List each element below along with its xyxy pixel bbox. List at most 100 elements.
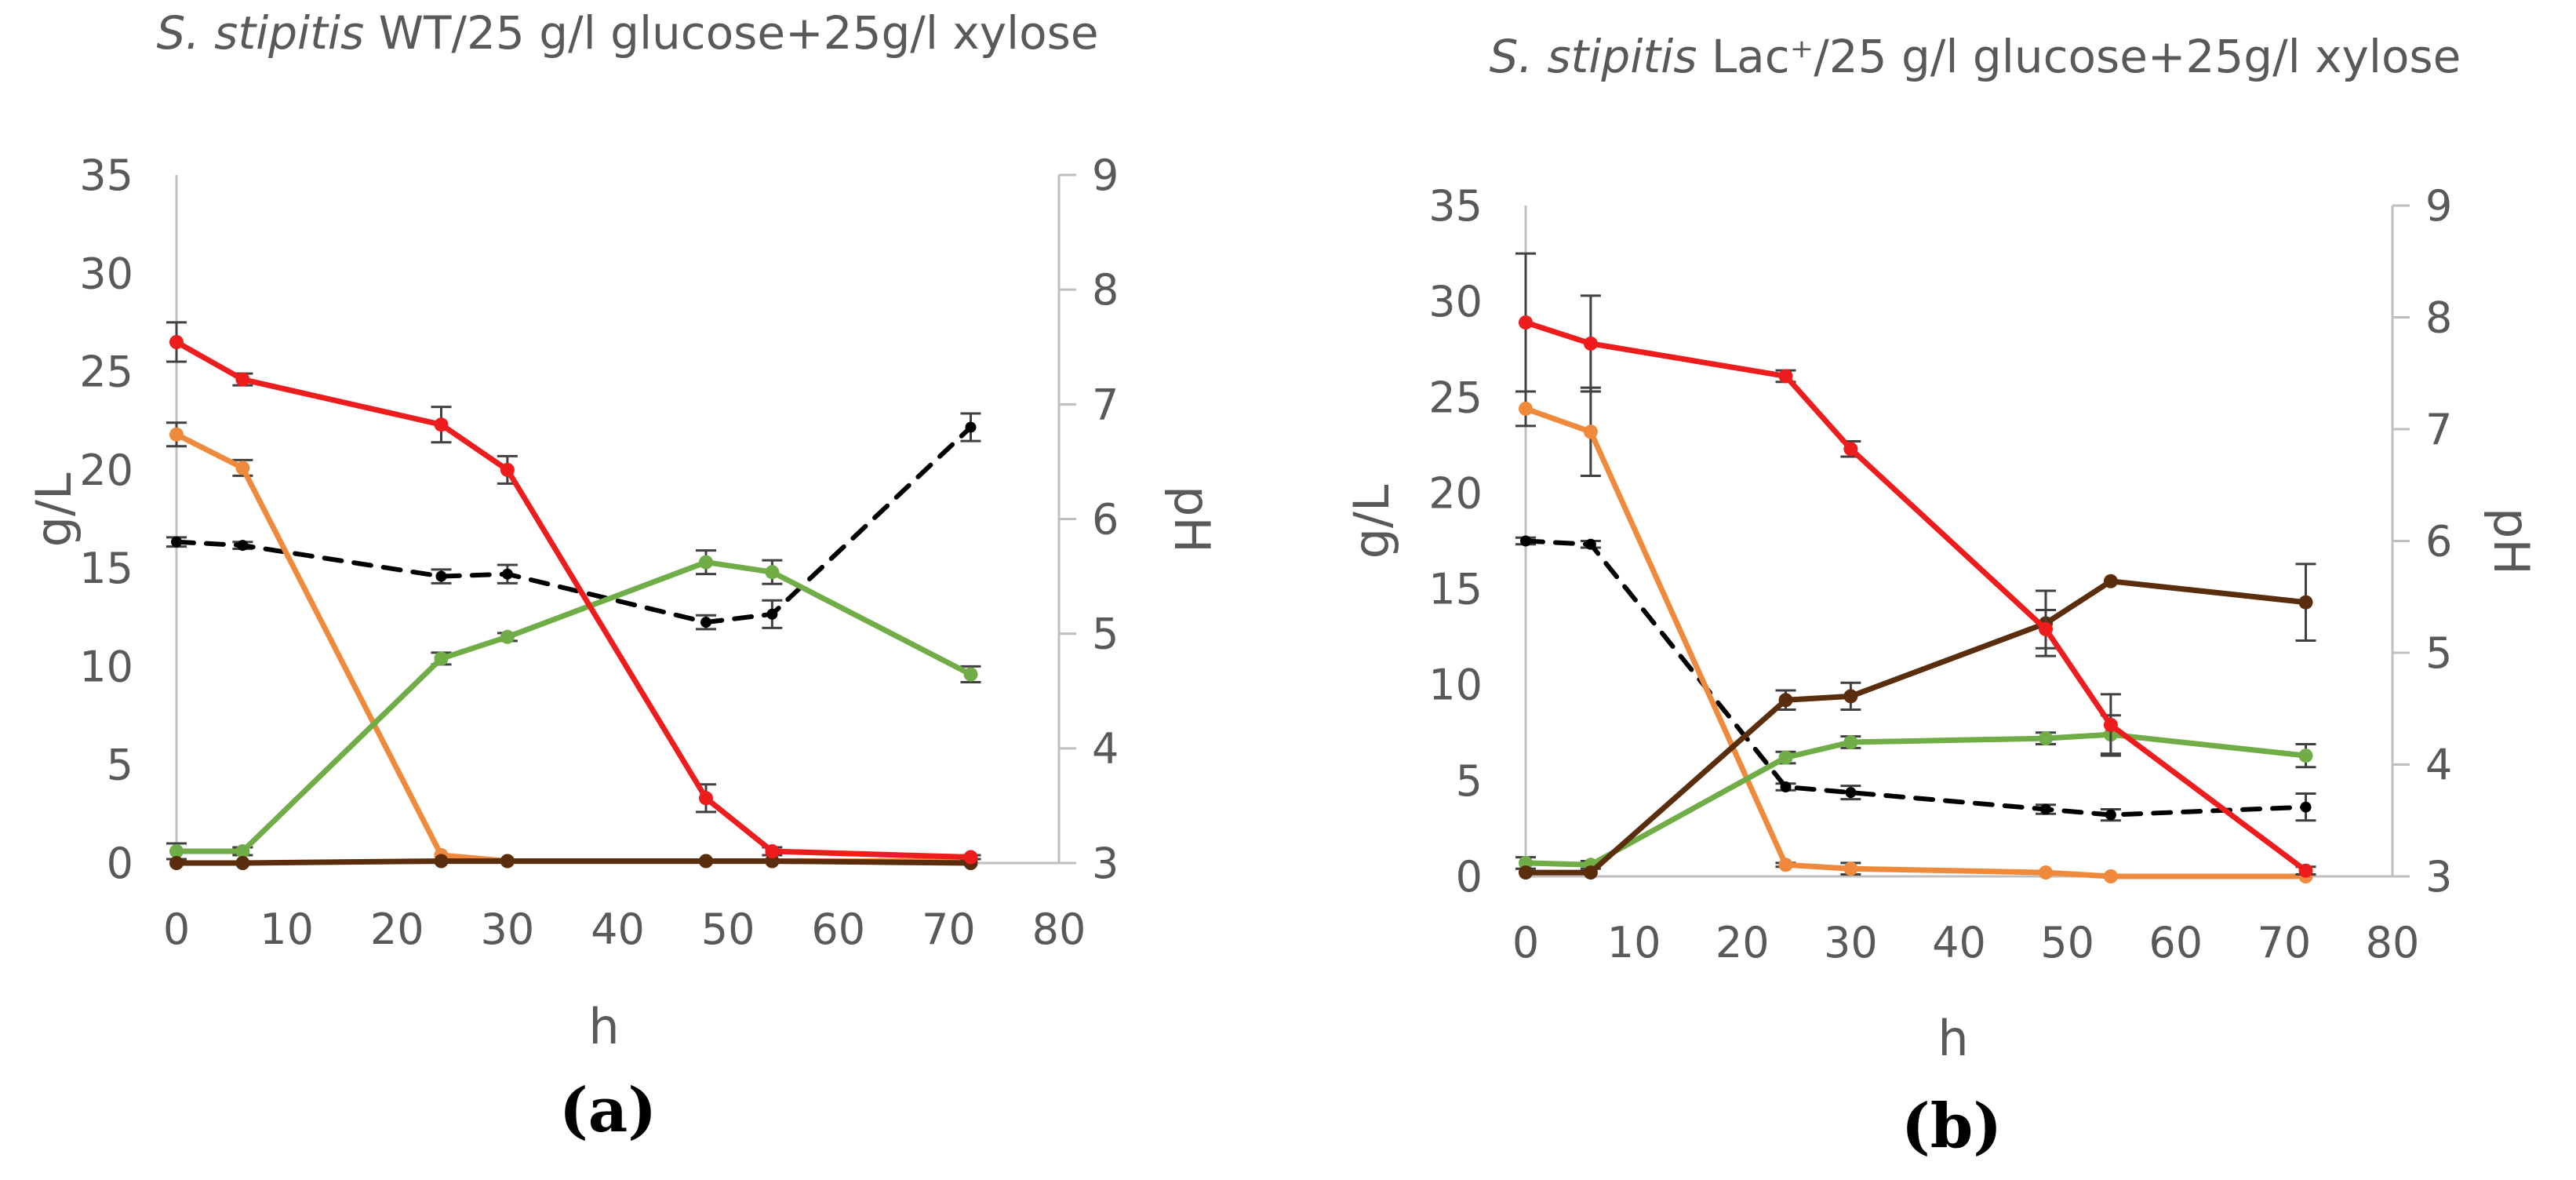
data-point-green-a [434,651,449,666]
panel-label-a: (a) [559,1075,657,1146]
y-tick-label-b: 15 [1428,565,1483,614]
data-point-red-a [434,417,449,432]
y2-axis-label-b: pH [2483,508,2540,575]
y2-tick-label-a: 8 [1092,265,1119,315]
y2-tick-label-b: 6 [2425,517,2452,566]
data-point-pH-a [171,536,182,548]
tick-labels-a: 0 5 10 15 20 25 30 35 3 4 5 6 7 8 9 0 10 20 30 40 50 60 70 80 [79,151,1119,954]
data-point-pH-a [501,568,513,580]
data-point-pH-a [766,608,778,620]
data-point-green-a [235,844,250,858]
series-line-brown-a [173,858,973,866]
y-tick-label-b: 10 [1428,661,1483,710]
y-tick-label-a: 35 [79,151,133,200]
data-point-red-a [699,791,713,806]
data-point-green-b [1843,735,1858,749]
x-tick-label-b: 30 [1824,918,1878,967]
x-tick-label-b: 80 [2366,918,2420,967]
data-point-pH-b [2300,801,2312,813]
chart-title-condition-b: Lac⁺/25 g/l glucose+25g/l xylose [1697,30,2461,83]
y2-tick-label-a: 7 [1092,380,1119,429]
x-tick-label-b: 10 [1607,918,1661,967]
x-tick-label-a: 80 [1032,905,1086,954]
y2-tick-label-a: 6 [1092,495,1119,544]
data-point-orange-b [2103,869,2118,883]
data-point-green-b [2039,731,2053,746]
data-point-brown-a [765,854,780,869]
y2-tick-label-b: 7 [2425,405,2452,454]
x-axis-label-a: h [588,998,619,1055]
data-point-orange-a [169,427,184,442]
data-point-red-b [1583,336,1598,351]
y2-axis-label-a: pH [1163,486,1221,553]
y-tick-label-b: 25 [1428,373,1483,422]
chart-panel-b: S. stipitis Lac⁺/25 g/l glucose+25g/l xy… [1343,30,2540,1162]
data-point-pH-b [1520,535,1531,547]
data-point-green-b [1778,750,1793,765]
data-point-red-a [765,844,780,858]
data-point-green-a [963,667,978,682]
chart-panel-a: S. stipitis WT/25 g/l glucose+25g/l xylo… [25,6,1221,1146]
x-tick-label-a: 50 [701,905,755,954]
x-tick-label-a: 20 [370,905,424,954]
data-point-orange-b [1583,424,1598,439]
data-point-green-a [169,844,184,858]
data-point-red-b [2298,863,2313,878]
x-tick-label-a: 30 [481,905,535,954]
chart-title-species-b: S. stipitis [1490,30,1697,83]
y-tick-label-b: 35 [1428,181,1483,231]
series-marks-b [1515,252,2316,883]
series-marks-a [166,321,981,870]
data-point-green-a [500,629,515,644]
data-point-pH-a [435,570,447,582]
x-tick-label-a: 0 [163,905,190,954]
data-point-brown-b [2103,574,2118,588]
data-point-red-b [2039,621,2053,636]
data-point-red-b [2103,718,2118,732]
data-point-brown-b [2298,595,2313,610]
data-point-orange-b [2039,865,2053,880]
data-point-red-a [500,462,515,477]
y-tick-label-a: 0 [107,839,133,888]
y-tick-label-a: 5 [107,741,133,790]
y-tick-label-b: 5 [1456,756,1483,806]
data-point-red-a [169,335,184,349]
data-point-brown-a [434,854,449,869]
x-tick-label-a: 10 [260,905,314,954]
data-point-brown-b [1583,865,1598,880]
y2-tick-label-b: 8 [2425,293,2452,343]
data-point-brown-b [1778,693,1793,708]
data-point-pH-a [965,421,977,433]
data-point-pH-b [2040,803,2051,815]
y2-tick-label-a: 3 [1092,839,1119,888]
y2-tick-label-b: 3 [2425,852,2452,901]
data-point-green-a [765,565,780,580]
y-tick-label-a: 30 [79,249,133,298]
y-tick-label-b: 20 [1428,468,1483,518]
x-tick-label-b: 0 [1512,918,1539,967]
x-tick-label-a: 70 [922,905,976,954]
x-tick-label-b: 40 [1932,918,1986,967]
y-axis-label-b: g/L [1343,484,1400,559]
data-point-green-a [699,555,713,570]
data-point-red-b [1778,369,1793,384]
data-point-red-a [235,372,250,387]
tick-labels-b: 0 5 10 15 20 25 30 35 3 4 5 6 7 8 9 0 10 20 30 40 50 60 70 80 [1428,181,2452,967]
data-point-brown-a [169,856,184,870]
data-point-brown-a [699,854,713,869]
x-axis-label-b: h [1937,1010,1968,1067]
data-point-pH-b [2105,809,2116,821]
data-point-pH-b [1780,781,1792,792]
data-point-orange-b [1843,861,1858,876]
data-point-brown-b [1843,689,1858,704]
y-tick-label-a: 15 [79,544,133,593]
y2-tick-label-a: 4 [1092,724,1119,774]
data-point-orange-a [235,461,250,475]
chart-title-a: S. stipitis WT/25 g/l glucose+25g/l xylo… [156,6,1098,60]
data-point-brown-b [1519,865,1533,880]
data-point-pH-b [1845,787,1857,799]
y-tick-label-a: 20 [79,446,133,495]
x-tick-label-a: 60 [811,905,865,954]
y2-tick-label-a: 9 [1092,151,1119,200]
